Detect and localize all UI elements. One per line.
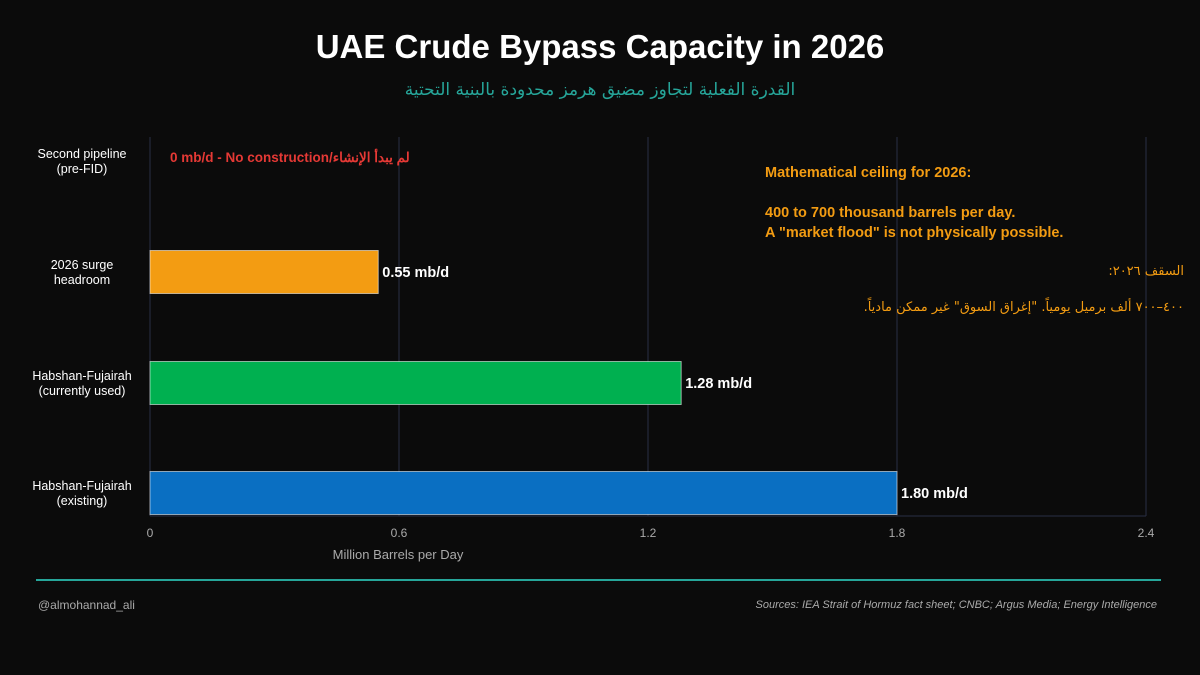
y-category-label-line: Second pipeline [38,147,127,161]
y-category-label-line: headroom [54,273,110,287]
y-category-label-line: Habshan-Fujairah [32,369,131,383]
chart-title: UAE Crude Bypass Capacity in 2026 [315,28,885,65]
x-tick-label: 1.8 [889,526,906,540]
y-category-label: Habshan-Fujairah (existing) [32,479,131,508]
bar [149,361,682,405]
annotation-heading-ar: السقف ٢٠٢٦: [1108,264,1184,279]
y-category-label: Habshan-Fujairah (currently used) [32,369,131,398]
y-category-label-line: Habshan-Fujairah [32,479,131,493]
zero-bar-note: 0 mb/d - No construction/لم يبدأ الإنشاء [170,147,410,167]
author-handle: @almohannad_ali [38,598,135,612]
annotation-line: A "market flood" is not physically possi… [765,225,1064,241]
y-category-label-line: (pre-FID) [57,162,108,176]
footer-divider [36,579,1161,581]
bar [149,471,898,515]
y-category-label: Second pipeline (pre-FID) [38,147,127,176]
x-tick-label: 0 [147,526,154,540]
y-category-label-line: 2026 surge [51,258,114,272]
chart-subtitle-arabic: القدرة الفعلية لتجاوز مضيق هرمز محدودة ب… [404,80,796,100]
annotation-line-ar: ٤٠٠–٧٠٠ ألف برميل يومياً. "إغراق السوق" … [863,300,1184,315]
ceiling-annotation-ar: السقف ٢٠٢٦: ٤٠٠–٧٠٠ ألف برميل يومياً. "إ… [764,263,1184,317]
bar-value-label: 1.28 mb/d [685,376,752,392]
x-axis-label: Million Barrels per Day [333,547,464,562]
annotation-line: 400 to 700 thousand barrels per day. [765,205,1016,221]
y-category-label-line: (currently used) [39,384,126,398]
y-category-label: 2026 surge headroom [51,258,114,287]
x-tick-label: 1.2 [640,526,657,540]
bar [149,250,379,294]
ceiling-annotation-en: Mathematical ceiling for 2026: 400 to 70… [765,163,1125,243]
y-category-label-line: (existing) [57,494,108,508]
annotation-heading: Mathematical ceiling for 2026: [765,165,972,181]
bar-value-label: 1.80 mb/d [901,486,968,502]
x-tick-label: 2.4 [1138,526,1155,540]
x-tick-label: 0.6 [391,526,408,540]
sources-note: Sources: IEA Strait of Hormuz fact sheet… [755,599,1157,611]
bar-value-label: 0.55 mb/d [382,265,449,281]
